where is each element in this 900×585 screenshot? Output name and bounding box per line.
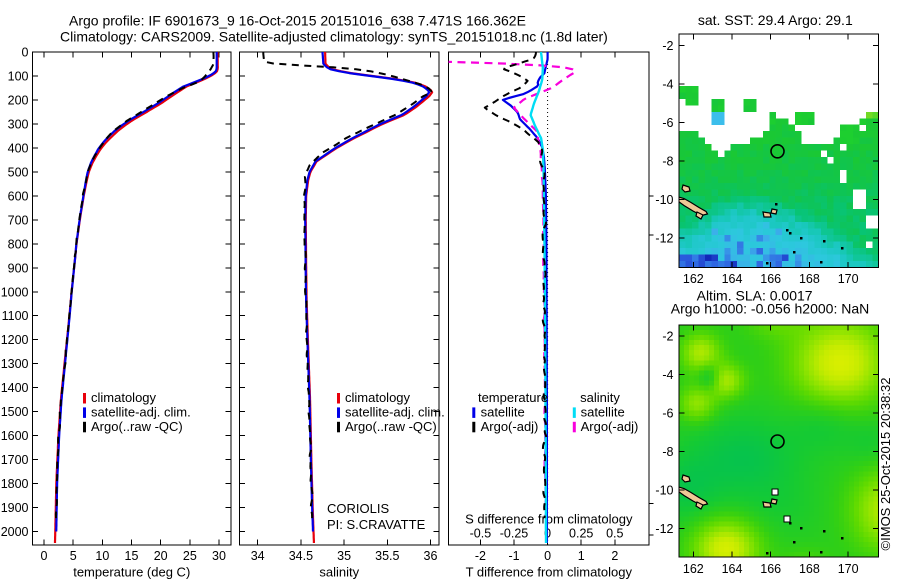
svg-text:-4: -4 <box>662 368 673 382</box>
svg-text:34: 34 <box>251 549 265 563</box>
svg-text:1000: 1000 <box>1 285 29 299</box>
svg-text:164: 164 <box>722 562 743 576</box>
svg-text:-10: -10 <box>655 193 673 207</box>
svg-text:-12: -12 <box>655 232 673 246</box>
svg-text:1800: 1800 <box>1 477 29 491</box>
svg-text:162: 162 <box>683 272 704 286</box>
svg-text:600: 600 <box>8 189 29 203</box>
svg-text:-1: -1 <box>508 549 519 563</box>
svg-text:1200: 1200 <box>1 333 29 347</box>
svg-text:10: 10 <box>95 549 109 563</box>
svg-text:1400: 1400 <box>1 381 29 395</box>
svg-text:-2: -2 <box>662 329 673 343</box>
svg-text:Argo h1000: -0.056 h2000: NaN: Argo h1000: -0.056 h2000: NaN <box>671 301 869 317</box>
svg-text:satellite-adj. clim.: satellite-adj. clim. <box>91 404 191 419</box>
svg-text:Argo(-adj): Argo(-adj) <box>481 419 539 434</box>
svg-text:900: 900 <box>8 261 29 275</box>
svg-text:0: 0 <box>544 549 551 563</box>
svg-text:36: 36 <box>424 549 438 563</box>
svg-text:168: 168 <box>799 272 820 286</box>
svg-text:400: 400 <box>8 141 29 155</box>
svg-text:1300: 1300 <box>1 357 29 371</box>
svg-text:Argo(..raw -QC): Argo(..raw -QC) <box>91 419 183 434</box>
svg-text:T difference from climatology: T difference from climatology <box>466 565 633 580</box>
svg-text:1500: 1500 <box>1 405 29 419</box>
svg-text:Climatology: CARS2009. Satelli: Climatology: CARS2009. Satellite-adjuste… <box>60 28 608 44</box>
svg-text:2: 2 <box>611 549 618 563</box>
svg-text:34.5: 34.5 <box>289 549 313 563</box>
svg-text:0.5: 0.5 <box>606 527 623 541</box>
svg-text:35.5: 35.5 <box>375 549 399 563</box>
svg-text:20: 20 <box>154 549 168 563</box>
svg-text:2000: 2000 <box>1 525 29 539</box>
svg-text:162: 162 <box>683 562 704 576</box>
svg-text:1900: 1900 <box>1 501 29 515</box>
svg-text:5: 5 <box>70 549 77 563</box>
svg-text:170: 170 <box>838 272 859 286</box>
svg-text:100: 100 <box>8 69 29 83</box>
svg-text:climatology: climatology <box>345 390 411 405</box>
svg-text:-6: -6 <box>662 406 673 420</box>
svg-text:-4: -4 <box>662 78 673 92</box>
svg-text:-0.5: -0.5 <box>470 527 492 541</box>
svg-text:300: 300 <box>8 117 29 131</box>
svg-text:1: 1 <box>578 549 585 563</box>
svg-text:CORIOLIS: CORIOLIS <box>327 501 389 516</box>
svg-text:800: 800 <box>8 237 29 251</box>
svg-text:170: 170 <box>838 562 859 576</box>
svg-text:Argo(..raw -QC): Argo(..raw -QC) <box>345 419 437 434</box>
svg-text:©IMOS 25-Oct-2015 20:38:32: ©IMOS 25-Oct-2015 20:38:32 <box>878 378 893 551</box>
svg-text:200: 200 <box>8 93 29 107</box>
svg-text:15: 15 <box>125 549 139 563</box>
svg-text:Altim. SLA: 0.0017: Altim. SLA: 0.0017 <box>697 288 813 304</box>
svg-text:-10: -10 <box>655 483 673 497</box>
svg-text:166: 166 <box>760 272 781 286</box>
svg-text:168: 168 <box>799 562 820 576</box>
svg-text:Argo profile: IF 6901673_9 16-: Argo profile: IF 6901673_9 16-Oct-2015 2… <box>69 13 526 29</box>
svg-text:temperature: temperature <box>478 390 548 405</box>
svg-text:0: 0 <box>41 549 48 563</box>
svg-text:Argo(-adj): Argo(-adj) <box>581 419 639 434</box>
svg-text:500: 500 <box>8 165 29 179</box>
svg-text:PI: S.CRAVATTE: PI: S.CRAVATTE <box>327 517 426 532</box>
svg-text:0.25: 0.25 <box>569 527 593 541</box>
svg-text:-8: -8 <box>662 445 673 459</box>
svg-text:166: 166 <box>760 562 781 576</box>
svg-text:-2: -2 <box>662 39 673 53</box>
svg-text:-12: -12 <box>655 522 673 536</box>
svg-text:700: 700 <box>8 213 29 227</box>
svg-text:0: 0 <box>22 46 29 60</box>
svg-text:climatology: climatology <box>91 390 157 405</box>
svg-text:-2: -2 <box>475 549 486 563</box>
svg-text:-0.25: -0.25 <box>500 527 529 541</box>
svg-text:25: 25 <box>183 549 197 563</box>
svg-text:35: 35 <box>337 549 351 563</box>
svg-text:1100: 1100 <box>2 309 29 323</box>
svg-text:temperature (deg C): temperature (deg C) <box>73 565 190 580</box>
svg-text:S difference from climatology: S difference from climatology <box>465 512 633 527</box>
svg-text:satellite: satellite <box>481 404 525 419</box>
svg-text:sat. SST: 29.4 Argo: 29.1: sat. SST: 29.4 Argo: 29.1 <box>698 12 853 28</box>
svg-text:satellite: satellite <box>581 404 625 419</box>
svg-text:164: 164 <box>722 272 743 286</box>
svg-text:1600: 1600 <box>1 429 29 443</box>
svg-text:30: 30 <box>212 549 226 563</box>
svg-text:satellite-adj. clim.: satellite-adj. clim. <box>345 404 445 419</box>
svg-text:-8: -8 <box>662 155 673 169</box>
svg-text:1700: 1700 <box>1 453 29 467</box>
svg-text:salinity: salinity <box>580 390 620 405</box>
svg-text:-6: -6 <box>662 116 673 130</box>
svg-text:salinity: salinity <box>319 565 359 580</box>
